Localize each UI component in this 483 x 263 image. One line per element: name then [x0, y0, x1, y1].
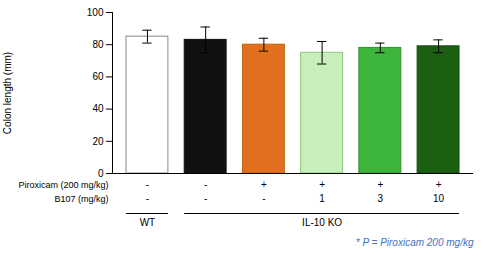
svg-text:0: 0	[98, 168, 104, 179]
svg-text:IL-10 KO: IL-10 KO	[302, 217, 342, 228]
svg-text:-: -	[204, 179, 207, 190]
svg-text:20: 20	[92, 136, 104, 147]
svg-text:WT: WT	[140, 217, 156, 228]
svg-text:* P = Piroxicam 200 mg/kg: * P = Piroxicam 200 mg/kg	[356, 237, 474, 248]
svg-text:-: -	[204, 193, 207, 204]
svg-text:-: -	[146, 193, 149, 204]
svg-text:3: 3	[378, 193, 384, 204]
svg-text:80: 80	[92, 39, 104, 50]
svg-text:10: 10	[433, 193, 445, 204]
svg-text:-: -	[262, 193, 265, 204]
svg-text:-: -	[146, 179, 149, 190]
svg-text:+: +	[261, 179, 267, 190]
svg-text:Piroxicam (200 mg/kg): Piroxicam (200 mg/kg)	[18, 180, 108, 190]
svg-text:40: 40	[92, 103, 104, 114]
svg-text:+: +	[377, 179, 383, 190]
svg-text:100: 100	[87, 7, 104, 18]
svg-text:Colon length (mm): Colon length (mm)	[2, 52, 13, 134]
svg-text:60: 60	[92, 71, 104, 82]
svg-text:+: +	[436, 179, 442, 190]
svg-text:+: +	[319, 179, 325, 190]
svg-text:1: 1	[319, 193, 325, 204]
svg-text:B107 (mg/kg): B107 (mg/kg)	[54, 194, 108, 204]
